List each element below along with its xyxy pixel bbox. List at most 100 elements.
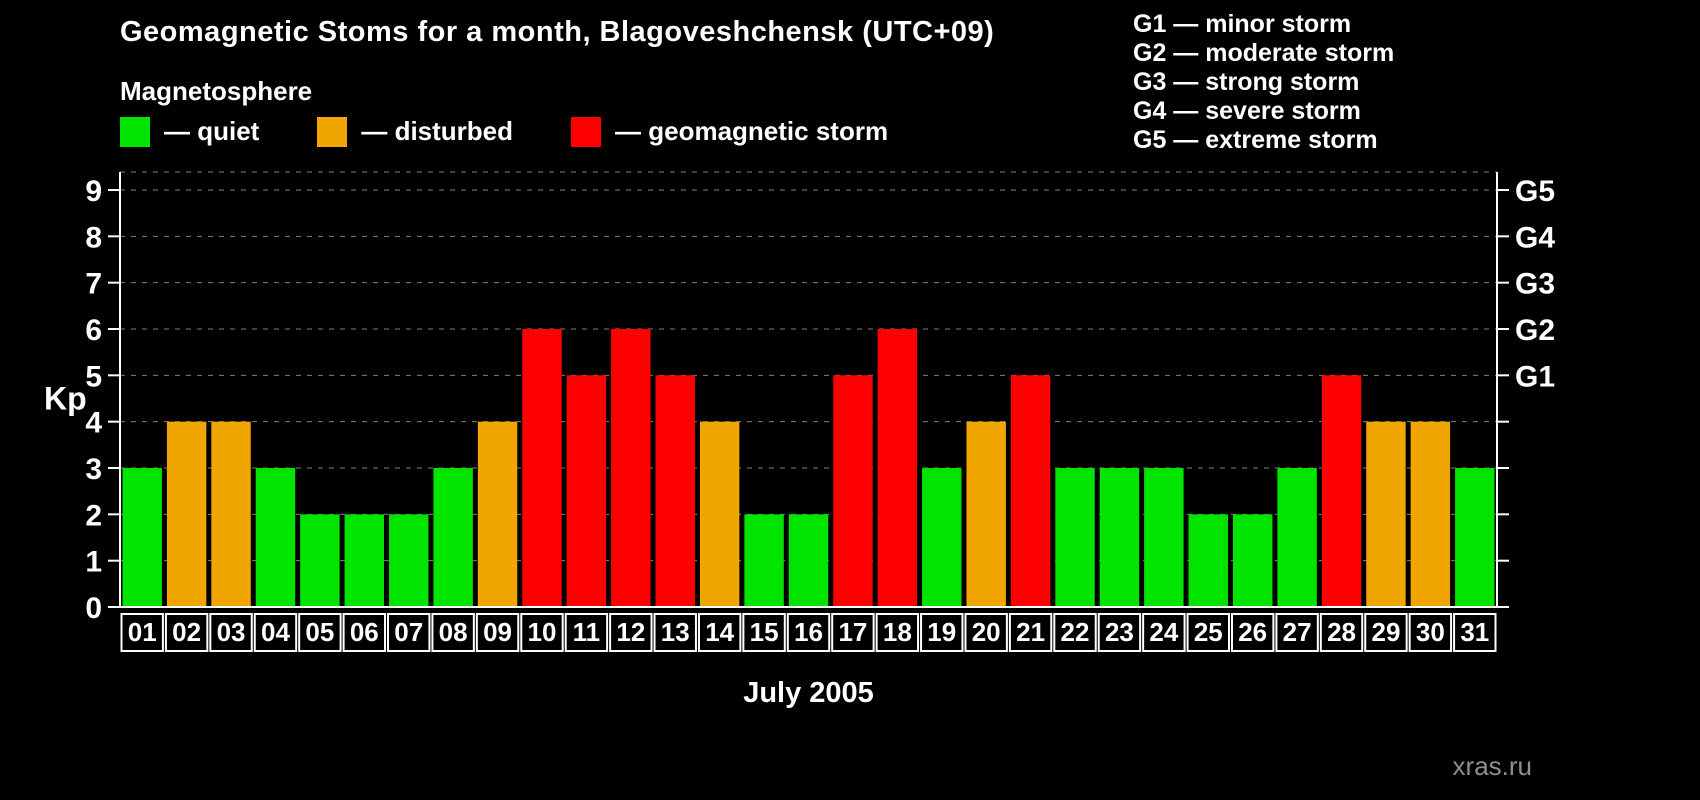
g-axis-label-g5: G5 (1515, 175, 1555, 208)
kp-bar-day-09 (477, 421, 518, 607)
kp-bar-day-27 (1277, 468, 1317, 607)
kp-bar-day-16 (788, 514, 829, 607)
day-label-box-14 (697, 613, 742, 652)
day-label-30: 30 (1416, 617, 1445, 647)
day-label-box-18 (875, 613, 920, 652)
disturbed-color-swatch-icon (317, 116, 348, 147)
y-tick-label-2: 2 (85, 499, 102, 532)
kp-bar-day-11 (566, 375, 607, 607)
kp-bar-day-24 (1144, 468, 1184, 607)
day-label-25: 25 (1194, 617, 1223, 647)
day-label-box-26 (1230, 613, 1275, 652)
kp-bar-day-06 (344, 514, 385, 607)
day-label-box-31 (1453, 613, 1497, 652)
day-label-15: 15 (750, 617, 779, 647)
magnetosphere-legend: — quiet — disturbed — geomagnetic storm (120, 116, 946, 147)
day-label-box-30 (1408, 613, 1453, 652)
kp-bar-day-22 (1055, 468, 1095, 607)
day-label-box-21 (1008, 613, 1053, 652)
day-label-13: 13 (661, 617, 690, 647)
day-label-06: 06 (350, 617, 379, 647)
day-label-27: 27 (1283, 617, 1312, 647)
kp-bar-day-23 (1099, 468, 1140, 607)
day-label-12: 12 (616, 617, 645, 647)
storm-color-swatch-icon (571, 116, 602, 147)
day-label-21: 21 (1016, 617, 1045, 647)
day-label-19: 19 (927, 617, 956, 647)
page-title: Geomagnetic Stoms for a month, Blagovesh… (120, 16, 995, 48)
day-label-05: 05 (305, 617, 334, 647)
day-label-18: 18 (883, 617, 912, 647)
g-scale-line-g2: G2 — moderate storm (1133, 39, 1395, 67)
day-label-22: 22 (1061, 617, 1090, 647)
kp-bar-day-05 (300, 514, 340, 607)
day-label-box-11 (564, 613, 609, 652)
day-label-16: 16 (794, 617, 823, 647)
g-axis-label-g4: G4 (1515, 221, 1555, 254)
kp-bar-day-12 (611, 329, 651, 607)
day-label-box-06 (342, 613, 387, 652)
day-label-31: 31 (1460, 617, 1489, 647)
day-label-03: 03 (217, 617, 246, 647)
day-label-box-15 (742, 613, 786, 652)
day-label-10: 10 (528, 617, 557, 647)
kp-bar-day-21 (1010, 375, 1051, 607)
day-label-box-02 (164, 613, 209, 652)
day-label-box-04 (253, 613, 298, 652)
day-label-box-09 (475, 613, 520, 652)
kp-bar-day-02 (166, 421, 207, 607)
kp-bar-day-10 (522, 329, 562, 607)
y-tick-label-1: 1 (85, 546, 102, 579)
day-label-08: 08 (439, 617, 468, 647)
kp-bar-day-25 (1188, 514, 1228, 607)
legend-label-storm: — geomagnetic storm (615, 116, 889, 146)
legend-heading: Magnetosphere (120, 76, 313, 106)
day-label-01: 01 (128, 617, 157, 647)
day-label-box-05 (298, 613, 342, 652)
day-label-box-03 (209, 613, 253, 652)
day-label-box-13 (653, 613, 697, 652)
day-label-box-29 (1364, 613, 1408, 652)
day-label-box-08 (431, 613, 475, 652)
day-label-box-01 (120, 613, 164, 652)
day-label-box-25 (1186, 613, 1230, 652)
kp-bar-day-13 (655, 375, 695, 607)
kp-bar-day-15 (744, 514, 784, 607)
g-scale-line-g3: G3 — strong storm (1133, 68, 1360, 96)
y-tick-label-4: 4 (85, 407, 102, 440)
kp-bar-day-29 (1366, 421, 1406, 607)
x-axis-title: July 2005 (743, 677, 874, 709)
day-label-04: 04 (261, 617, 290, 647)
day-label-11: 11 (573, 617, 601, 647)
day-label-box-16 (786, 613, 831, 652)
kp-bar-day-07 (389, 514, 429, 607)
kp-bar-day-30 (1410, 421, 1451, 607)
legend-label-quiet: — quiet (164, 116, 260, 146)
day-label-29: 29 (1371, 617, 1400, 647)
day-label-26: 26 (1238, 617, 1267, 647)
day-label-17: 17 (838, 617, 867, 647)
day-label-box-12 (609, 613, 653, 652)
kp-bar-day-03 (211, 421, 251, 607)
day-label-09: 09 (483, 617, 512, 647)
kp-bar-day-01 (122, 468, 162, 607)
day-label-box-22 (1053, 613, 1097, 652)
g-scale-line-g4: G4 — severe storm (1133, 97, 1361, 125)
kp-bar-day-08 (433, 468, 473, 607)
day-label-07: 07 (394, 617, 423, 647)
day-label-box-19 (920, 613, 964, 652)
g-scale-line-g5: G5 — extreme storm (1133, 126, 1378, 154)
day-label-02: 02 (172, 617, 201, 647)
kp-bar-day-20 (966, 421, 1006, 607)
g-scale-line-g1: G1 — minor storm (1133, 10, 1352, 38)
y-tick-label-7: 7 (85, 268, 102, 301)
kp-bar-day-04 (255, 468, 296, 607)
y-tick-label-9: 9 (85, 175, 102, 208)
day-label-box-23 (1097, 613, 1142, 652)
y-tick-label-6: 6 (85, 314, 102, 347)
day-label-28: 28 (1327, 617, 1356, 647)
g-axis-label-g1: G1 (1515, 360, 1555, 393)
legend-item-storm: — geomagnetic storm (571, 116, 888, 147)
day-label-14: 14 (705, 617, 734, 647)
